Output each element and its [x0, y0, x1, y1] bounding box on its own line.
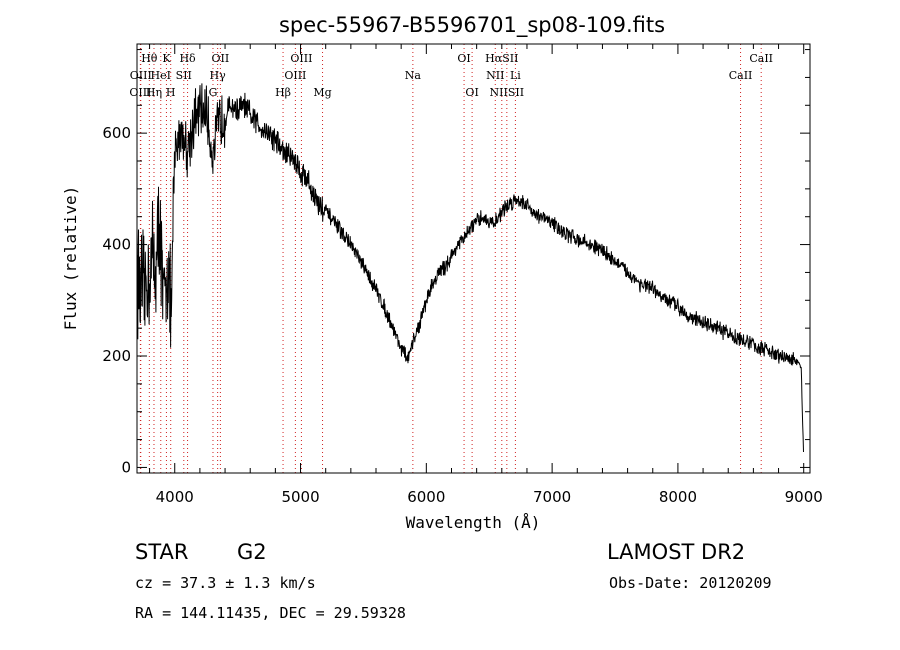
spectrum-line [136, 83, 804, 453]
x-tick-label: 4000 [156, 488, 194, 506]
line-label: CaII [749, 52, 773, 65]
y-tick-label: 600 [102, 124, 131, 142]
line-label: NII [486, 69, 504, 82]
object-class: STAR [135, 540, 189, 564]
y-tick-label: 400 [102, 236, 131, 254]
coordinates: RA = 144.11435, DEC = 29.59328 [135, 604, 406, 622]
line-label: OIII [284, 69, 306, 82]
x-axis-label: Wavelength (Å) [406, 513, 541, 532]
plot-frame [136, 43, 811, 474]
line-label: Hη [146, 86, 162, 99]
line-label: OII [212, 52, 230, 65]
x-tick-label: 8000 [659, 488, 697, 506]
line-label: H [166, 86, 176, 99]
line-label: Hβ [275, 86, 291, 99]
line-label: Mg [313, 86, 331, 99]
line-label: OI [457, 52, 470, 65]
redshift-cz: cz = 37.3 ± 1.3 km/s [135, 574, 316, 592]
line-label: CaII [729, 69, 753, 82]
line-label: G [209, 86, 218, 99]
x-tick-label: 5000 [281, 488, 319, 506]
line-label: SII [176, 69, 192, 82]
y-axis-label: Flux (relative) [61, 186, 80, 331]
line-label: OI [465, 86, 478, 99]
line-label: HeI [151, 69, 171, 82]
line-label: OIII [290, 52, 312, 65]
x-tick-label: 7000 [533, 488, 571, 506]
line-label: OIII [130, 69, 152, 82]
survey-name: LAMOST DR2 [607, 540, 746, 564]
line-label: Hθ [141, 52, 158, 65]
observation-date: Obs-Date: 20120209 [609, 574, 772, 592]
line-label: OIII [129, 86, 151, 99]
x-tick-label: 6000 [407, 488, 445, 506]
y-tick-label: 0 [121, 458, 131, 476]
line-label: K [162, 52, 171, 65]
object-subclass: G2 [237, 540, 267, 564]
x-tick-label: 9000 [785, 488, 823, 506]
x-axis-ticks: 4000 5000 6000 7000 8000 9000 [149, 44, 823, 506]
line-label: Na [405, 69, 422, 82]
line-label: Li [510, 69, 521, 82]
y-tick-label: 200 [102, 347, 131, 365]
y-axis-ticks: 0 200 400 600 [102, 49, 810, 476]
line-label: Hγ [210, 69, 227, 82]
chart-title: spec-55967-B5596701_sp08-109.fits [279, 13, 665, 38]
line-label: Hδ [179, 52, 196, 65]
line-label: NIISII [490, 86, 525, 99]
line-label: HαSII [485, 52, 518, 65]
